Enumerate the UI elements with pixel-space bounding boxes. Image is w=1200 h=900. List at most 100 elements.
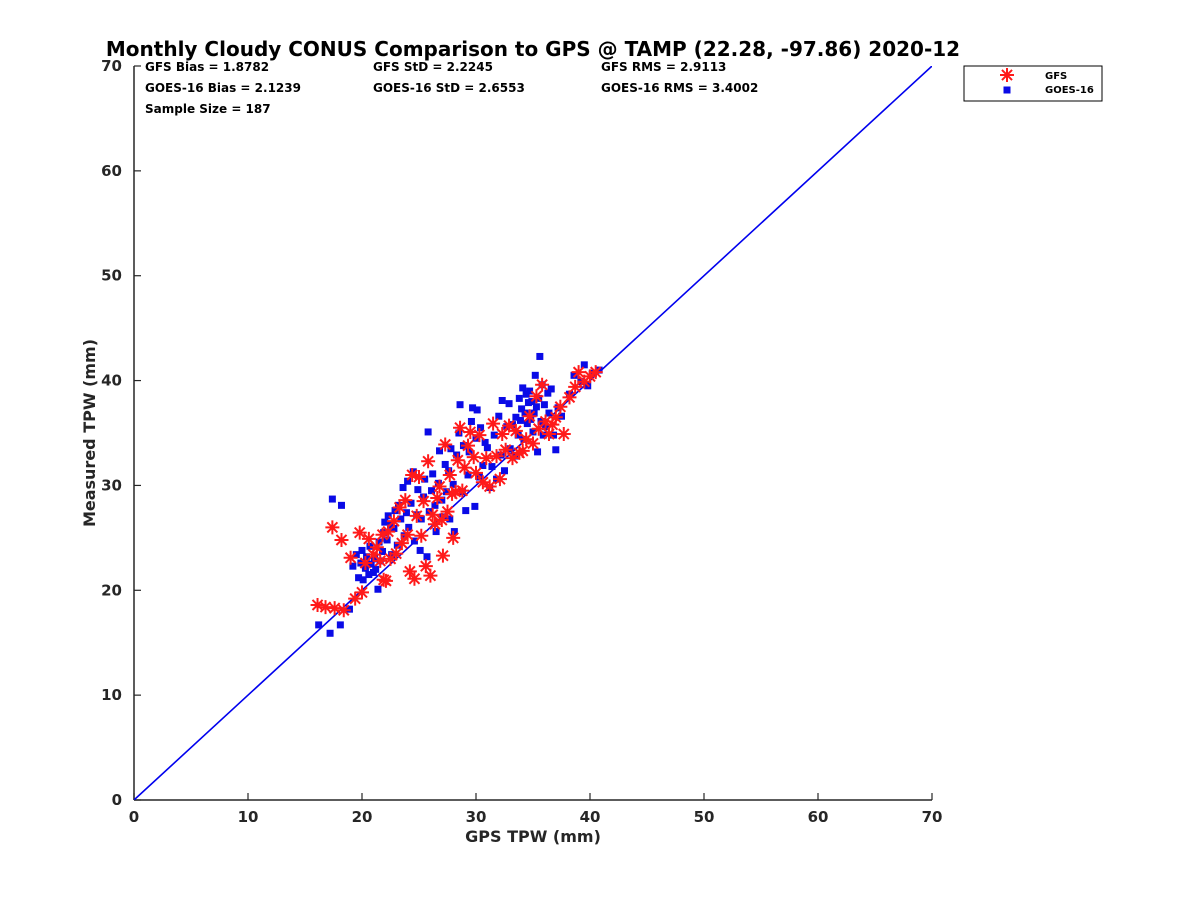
- gfs-point: [386, 514, 401, 529]
- goes16-point: [447, 445, 455, 453]
- gfs-point: [389, 546, 404, 561]
- gfs-point: [472, 428, 487, 443]
- goes16-point: [550, 431, 558, 439]
- y-tick-label: 50: [101, 267, 122, 285]
- gfs-point: [373, 553, 388, 568]
- gfs-point: [438, 437, 453, 452]
- goes16-point: [402, 509, 410, 517]
- goes16-point: [467, 417, 475, 425]
- gfs-point: [392, 500, 407, 515]
- goes16-point: [409, 468, 417, 476]
- x-tick-label: 40: [580, 808, 601, 826]
- gfs-point: [427, 517, 442, 532]
- y-tick-label: 30: [101, 476, 122, 494]
- plot-area: 0 10 20 30 40 50 60 70 0 10 20 30 40 50 60 70: [101, 57, 942, 826]
- gfs-bias-text: GFS Bias = 1.8782: [145, 60, 269, 74]
- legend-gfs-symbol: [1000, 68, 1014, 82]
- gfs-point: [531, 421, 546, 436]
- gfs-point: [416, 494, 431, 509]
- goes16-point: [505, 400, 513, 408]
- goes16-point: [481, 438, 489, 446]
- gfs-point: [508, 423, 523, 438]
- goes16-point: [531, 371, 539, 379]
- goes16-point: [515, 394, 523, 402]
- goes16-point: [526, 387, 534, 395]
- x-tick-label: 10: [238, 808, 259, 826]
- goes16-point: [477, 424, 485, 432]
- gfs-point: [583, 369, 597, 384]
- gfs-point: [398, 493, 413, 508]
- goes16-point: [483, 444, 491, 452]
- y-tick-label: 20: [101, 581, 122, 599]
- goes16-point: [326, 629, 334, 637]
- gfs-point: [414, 528, 429, 543]
- gfs-point: [400, 527, 415, 542]
- chart-title: Monthly Cloudy CONUS Comparison to GPS @…: [106, 37, 960, 61]
- goes16-point: [570, 371, 578, 379]
- goes16-point: [529, 428, 537, 436]
- gfs-point: [442, 467, 457, 482]
- gfs-point: [446, 530, 461, 545]
- gfs-rms-text: GFS RMS = 2.9113: [601, 60, 726, 74]
- goes16-point: [490, 431, 498, 439]
- gfs-point: [361, 531, 376, 546]
- goes16-point: [442, 488, 450, 496]
- goes16-point: [508, 421, 516, 429]
- gfs-point: [318, 600, 333, 615]
- goes16-point: [446, 515, 454, 523]
- goes16-point: [375, 538, 383, 546]
- legend: GFS GOES-16: [963, 65, 1103, 102]
- goes16-point: [471, 502, 479, 510]
- gfs-point: [548, 410, 563, 425]
- goes16-point: [388, 551, 396, 559]
- legend-goes16-symbol: [1003, 86, 1011, 94]
- gfs-point: [450, 453, 465, 468]
- gfs-point: [369, 540, 384, 555]
- goes16-point: [438, 496, 446, 504]
- goes16-point: [349, 562, 357, 570]
- goes16-point: [384, 512, 392, 520]
- gfs-point: [409, 508, 424, 523]
- gfs-point: [522, 409, 537, 424]
- goes16-point: [431, 501, 439, 509]
- goes16-point: [532, 403, 540, 411]
- goes16-point: [523, 420, 531, 428]
- x-tick-label: 60: [808, 808, 829, 826]
- gfs-point: [461, 438, 476, 453]
- gfs-point: [556, 427, 571, 442]
- goes16-point: [405, 523, 413, 531]
- gfs-point: [448, 484, 463, 499]
- goes16-point: [469, 404, 477, 412]
- goes16-point: [455, 429, 463, 437]
- goes16-point: [544, 389, 552, 397]
- gfs-point: [352, 525, 367, 540]
- gfs-point: [405, 467, 420, 482]
- goes16-point: [414, 486, 422, 494]
- gfs-point: [515, 443, 530, 458]
- goes16-point: [441, 460, 449, 468]
- gfs-series: [310, 365, 603, 618]
- goes16-point: [381, 518, 389, 526]
- gfs-point: [463, 424, 478, 439]
- goes16-point: [429, 470, 437, 478]
- y-tick-label: 70: [101, 57, 122, 75]
- goes16-point: [540, 401, 548, 409]
- goes16-point: [488, 463, 496, 471]
- y-tick-label: 10: [101, 686, 122, 704]
- gfs-point: [498, 442, 513, 457]
- gfs-point: [440, 504, 455, 519]
- gfs-point: [541, 427, 556, 442]
- goes16-point: [432, 528, 440, 536]
- goes16-point: [547, 385, 555, 393]
- gfs-point: [310, 597, 325, 612]
- gfs-point: [466, 450, 481, 465]
- gfs-point: [418, 559, 433, 574]
- gfs-point: [486, 416, 501, 431]
- goes16-point: [400, 532, 408, 540]
- goes16-point: [397, 515, 405, 523]
- legend-gfs-marker: [1000, 68, 1014, 82]
- gfs-point: [407, 571, 422, 586]
- gfs-point: [435, 548, 450, 563]
- gfs-point: [453, 420, 468, 435]
- gfs-point: [432, 479, 447, 494]
